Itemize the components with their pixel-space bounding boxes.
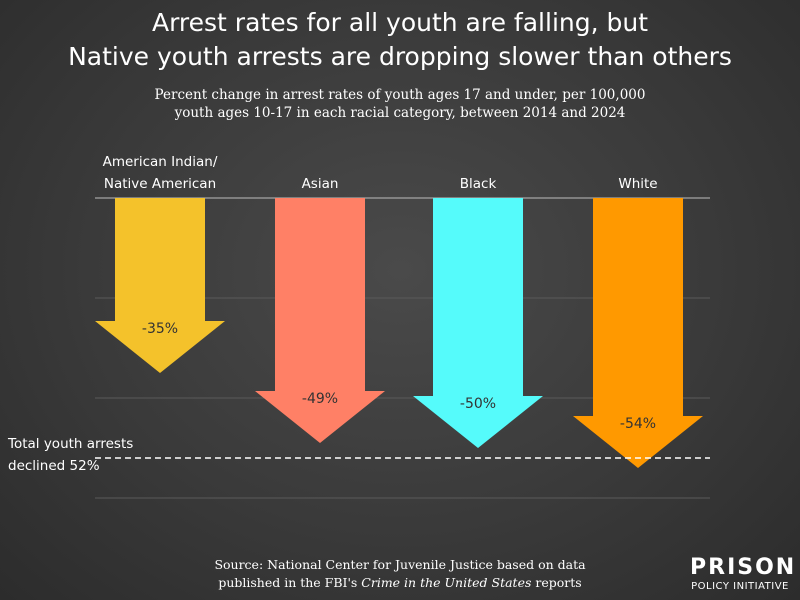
prison-policy-initiative-logo: PRISON POLICY INITIATIVE [690,555,797,594]
value-label-3: -50% [460,396,496,412]
category-label-2: Asian [302,176,339,192]
arrow-bar-2 [255,198,385,443]
logo-word-policy-initiative: POLICY INITIATIVE [691,581,789,592]
title-line-2: Native youth arrests are dropping slower… [68,42,732,71]
value-label-1: -35% [142,321,178,337]
value-label-4: -54% [620,416,656,432]
subtitle-line-2: youth ages 10-17 in each racial category… [174,105,626,121]
source-line-1: Source: National Center for Juvenile Jus… [214,557,586,572]
source-prefix: published in the FBI's [218,575,362,590]
chart-title: Arrest rates for all youth are falling, … [0,6,800,74]
chart-subtitle: Percent change in arrest rates of youth … [0,86,800,122]
source-publication: Crime in the United States [361,575,532,590]
category-label-1: Native American [104,176,216,192]
source-suffix: reports [531,575,582,590]
reference-label-line-1: Total youth arrests [7,436,133,452]
category-label-4: White [618,176,657,192]
arrow-bar-1 [95,198,225,373]
title-line-1: Arrest rates for all youth are falling, … [151,8,649,37]
reference-label-line-2: declined 52% [8,458,100,474]
arrow-bar-4 [573,198,703,468]
subtitle-line-1: Percent change in arrest rates of youth … [154,87,646,103]
value-label-2: -49% [302,391,338,407]
arrow-bar-3 [413,198,543,448]
category-label-1: American Indian/ [103,154,218,170]
category-label-3: Black [460,176,497,192]
source-line-2: published in the FBI's Crime in the Unit… [150,574,650,592]
source-note: Source: National Center for Juvenile Jus… [150,556,650,592]
logo-word-prison: PRISON [690,555,797,580]
